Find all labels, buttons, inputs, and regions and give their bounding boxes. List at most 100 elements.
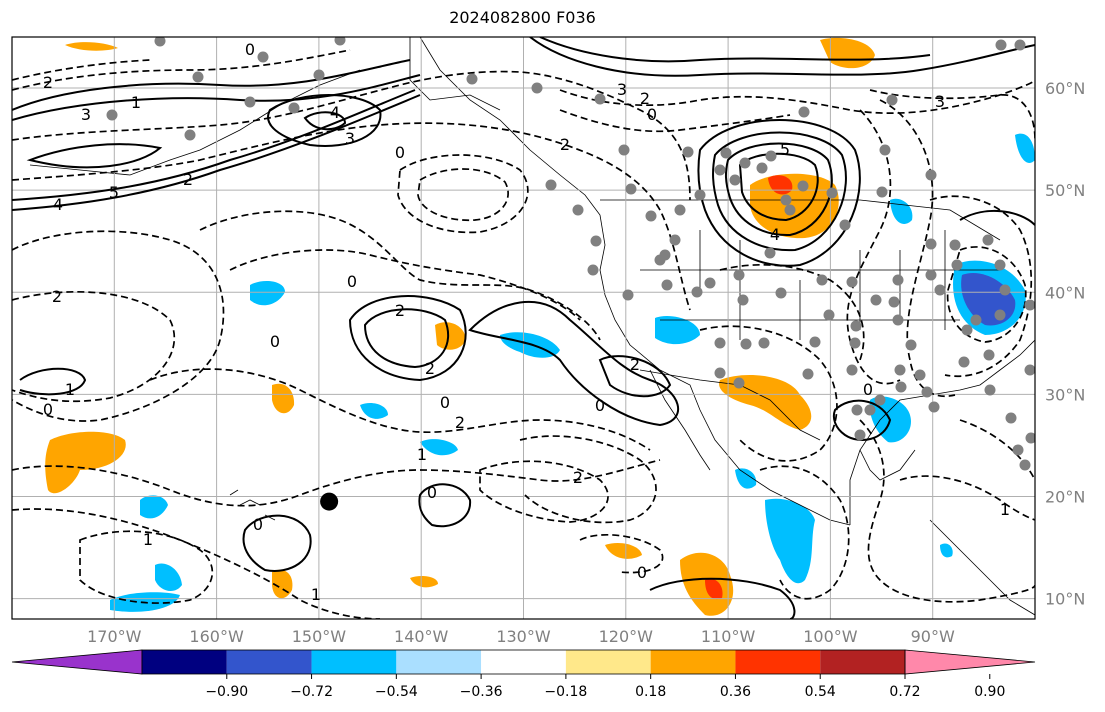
contour-line	[712, 131, 847, 252]
contour-line	[759, 465, 850, 600]
contour-line	[12, 49, 351, 91]
lon-tick-label: 150°W	[292, 627, 347, 646]
contour-line	[12, 89, 416, 201]
contour-label: 1	[417, 445, 427, 464]
lon-tick-label: 170°W	[87, 627, 142, 646]
contour-line	[363, 308, 450, 369]
station-dot	[622, 289, 634, 301]
lon-tick-label: 160°W	[189, 627, 244, 646]
station-dot	[874, 394, 886, 406]
contour-label: 3	[81, 105, 91, 124]
station-dot	[839, 219, 851, 231]
contour-label: 1	[65, 380, 75, 399]
contour-line	[959, 209, 1035, 226]
shade-blob	[420, 439, 458, 456]
station-dot	[849, 337, 861, 349]
contour-line	[149, 368, 651, 451]
contour-label: 4	[770, 225, 780, 244]
contour-line	[846, 109, 901, 385]
contour-label: 0	[270, 332, 280, 351]
station-dot	[921, 386, 933, 398]
contour-line	[529, 37, 1035, 77]
shade-blob	[735, 468, 757, 489]
shade-blob	[360, 403, 388, 419]
station-dot	[654, 254, 666, 266]
contour-label: 2	[640, 89, 650, 108]
contour-label: 3	[617, 80, 627, 99]
contour-line	[12, 122, 691, 311]
contour-label: 2	[425, 359, 435, 378]
station-dot	[809, 336, 821, 348]
station-dot	[669, 234, 681, 246]
contour-label: 0	[440, 393, 450, 412]
colorbar-segment	[565, 650, 651, 674]
station-dot	[995, 39, 1007, 51]
contour-label: 0	[637, 563, 647, 582]
shade-blob	[155, 563, 182, 592]
coastline	[849, 339, 1035, 525]
contour-label: 3	[345, 129, 355, 148]
lon-tick-label: 100°W	[803, 627, 858, 646]
station-dot	[244, 96, 256, 108]
colorbar-tick-label: −0.72	[290, 684, 333, 700]
border	[699, 230, 946, 340]
station-dot	[934, 284, 946, 296]
station-dot	[798, 106, 810, 118]
station-dot	[846, 364, 858, 376]
colorbar-tick-label: 0.90	[974, 684, 1005, 700]
lat-tick-label: 30°N	[1045, 385, 1085, 404]
colorbar-tick-label: 0.72	[889, 684, 920, 700]
contour-line	[697, 119, 861, 267]
station-dot	[982, 234, 994, 246]
contour-line	[946, 246, 1027, 343]
contour-line	[12, 59, 151, 81]
contour-label: 2	[183, 170, 193, 189]
station-dot	[733, 269, 745, 281]
lat-tick-label: 40°N	[1045, 283, 1085, 302]
contour-label: 5	[109, 183, 119, 202]
station-dot	[892, 314, 904, 326]
coastline	[649, 369, 711, 471]
contour-label: 0	[863, 380, 873, 399]
lon-tick-label: 130°W	[496, 627, 551, 646]
contour-label: 4	[330, 103, 340, 122]
station-dot	[1025, 432, 1035, 444]
contour-label: 2	[43, 73, 53, 92]
contour-label: 0	[43, 400, 53, 419]
colorbar-tick-label: 0.36	[720, 684, 751, 700]
station-dot	[892, 274, 904, 286]
colorbar-tick-label: 0.54	[805, 684, 836, 700]
station-dot	[951, 259, 963, 271]
station-dot	[740, 338, 752, 350]
station-dot	[572, 204, 584, 216]
contour-line	[479, 460, 609, 523]
station-dot	[545, 179, 557, 191]
contour-line	[598, 355, 672, 398]
contour-line	[539, 37, 931, 63]
shade-blob	[820, 37, 875, 69]
lon-tick-label: 90°W	[911, 627, 955, 646]
shade-blob	[65, 42, 118, 51]
station-dot	[594, 93, 606, 105]
contour-label: 2	[630, 355, 640, 374]
contour-line	[899, 475, 1035, 521]
plot-frame	[11, 36, 1036, 620]
station-dot	[184, 129, 196, 141]
contour-line	[26, 143, 163, 169]
station-dot	[894, 364, 906, 376]
station-dot	[854, 429, 866, 441]
colorbar-tick-label: −0.18	[544, 684, 587, 700]
station-dot	[775, 287, 787, 299]
contour-line	[859, 419, 1035, 603]
lon-tick-label: 140°W	[394, 627, 449, 646]
shade-blob	[1015, 133, 1035, 163]
colorbar-segment	[735, 650, 821, 674]
contour-line	[559, 79, 1035, 114]
station-dot	[925, 269, 937, 281]
station-dot	[714, 337, 726, 349]
shade-blob	[940, 543, 953, 558]
station-dot	[739, 157, 751, 169]
contour-label: 2	[560, 135, 570, 154]
station-dot	[1014, 39, 1026, 51]
